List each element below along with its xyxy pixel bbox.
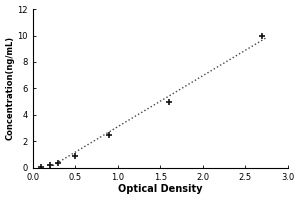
Y-axis label: Concentration(ng/mL): Concentration(ng/mL) <box>6 36 15 140</box>
X-axis label: Optical Density: Optical Density <box>118 184 202 194</box>
